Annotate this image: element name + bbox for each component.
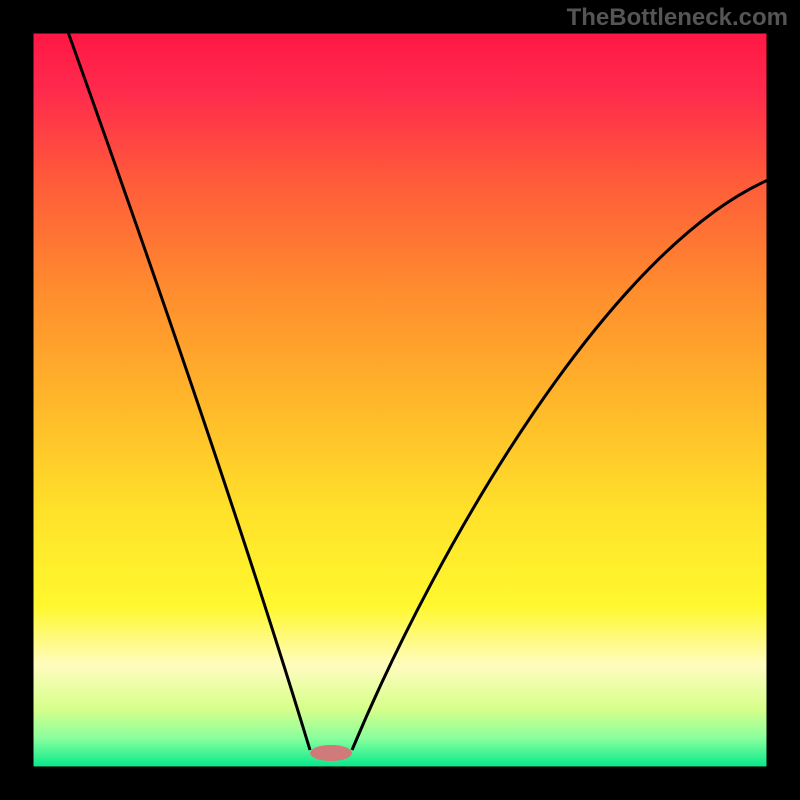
watermark-text: TheBottleneck.com (567, 4, 788, 32)
plot-gradient-background (32, 32, 768, 768)
optimal-marker (310, 745, 352, 761)
chart-container: TheBottleneck.com (0, 0, 800, 800)
bottleneck-chart (0, 0, 800, 800)
